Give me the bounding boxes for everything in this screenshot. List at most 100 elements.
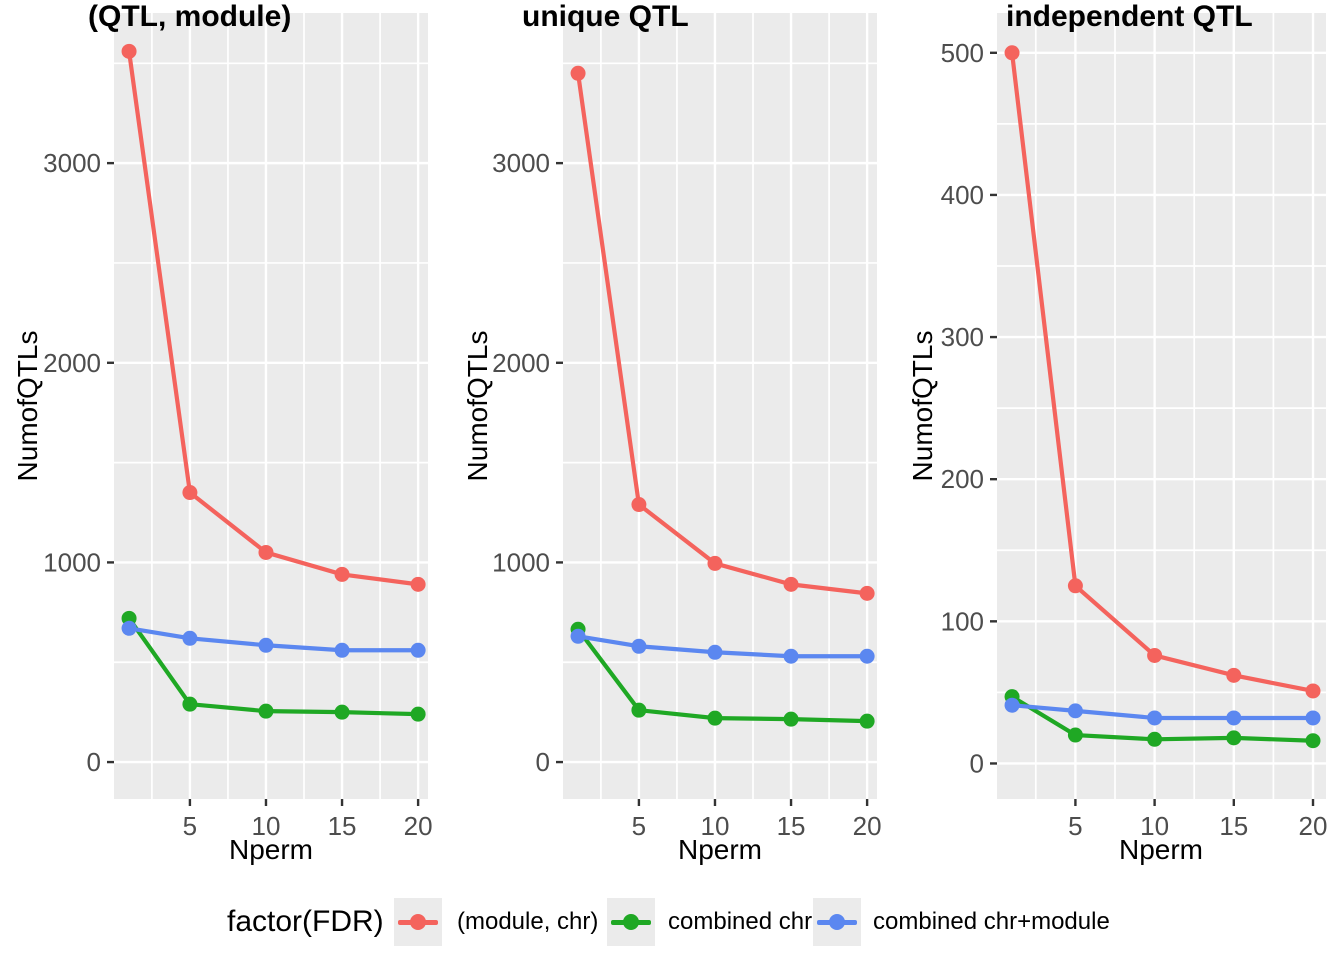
y-tick-label: 0: [970, 748, 984, 778]
data-point: [1147, 647, 1163, 663]
data-point: [334, 704, 350, 720]
data-point: [410, 706, 426, 722]
y-tick-label: 100: [941, 606, 984, 636]
y-tick-label: 0: [87, 747, 101, 777]
y-tick-label: 300: [941, 322, 984, 352]
legend-point-icon: [623, 914, 639, 930]
data-point: [182, 485, 198, 501]
x-tick-label: 5: [183, 811, 197, 841]
data-point: [783, 711, 799, 727]
data-point: [859, 648, 875, 664]
data-point: [1226, 730, 1242, 746]
y-tick-label: 200: [941, 464, 984, 494]
panel-2-x-axis-title: Nperm: [677, 834, 763, 865]
data-point: [570, 65, 586, 81]
panel-2-plot: 5 10 15 20 0 1000 2000 3000: [492, 13, 882, 841]
y-tick-label: 3000: [492, 148, 550, 178]
data-point: [121, 620, 137, 636]
gridlines: [114, 13, 428, 799]
legend-key-combined-chr-module: [813, 898, 861, 946]
y-tick-label: 1000: [492, 547, 550, 577]
panel-3-y-axis-title: NumofQTLs: [907, 330, 938, 482]
axis-ticks: 5 10 15 20 0 1000 2000 3000: [492, 148, 881, 841]
panel-3-title: independent QTL: [1006, 0, 1253, 33]
y-tick-label: 2000: [43, 348, 101, 378]
panel-2-title: unique QTL: [522, 0, 689, 33]
y-tick-label: 3000: [43, 148, 101, 178]
y-tick-label: 1000: [43, 547, 101, 577]
panel-1-plot: 5 10 15 20 0 1000 2000 3000: [43, 13, 433, 841]
data-point: [707, 644, 723, 660]
y-tick-label: 2000: [492, 348, 550, 378]
data-point: [258, 544, 274, 560]
data-point: [631, 702, 647, 718]
data-point: [1226, 667, 1242, 683]
data-point: [182, 696, 198, 712]
x-tick-label: 10: [252, 811, 281, 841]
panel-background: [997, 13, 1326, 799]
data-point: [1004, 45, 1020, 61]
panel-background: [563, 13, 877, 799]
data-point: [258, 637, 274, 653]
data-point: [783, 576, 799, 592]
legend-label-combined-chr: combined chr: [668, 908, 813, 935]
data-point: [570, 628, 586, 644]
data-point: [1067, 703, 1083, 719]
data-point: [1305, 683, 1321, 699]
x-tick-label: 20: [853, 811, 882, 841]
panel-1-title: (QTL, module): [88, 0, 292, 33]
axis-ticks: 5 10 15 20 0 1000 2000 3000: [43, 148, 432, 841]
legend-key-combined-chr: [607, 898, 655, 946]
data-point: [1067, 727, 1083, 743]
x-tick-label: 10: [701, 811, 730, 841]
data-point: [410, 576, 426, 592]
data-point: [631, 638, 647, 654]
data-point: [121, 43, 137, 59]
x-tick-label: 5: [1068, 811, 1082, 841]
y-tick-label: 500: [941, 38, 984, 68]
data-point: [707, 555, 723, 571]
data-point: [182, 630, 198, 646]
data-point: [334, 566, 350, 582]
x-tick-label: 10: [1140, 811, 1169, 841]
data-point: [410, 642, 426, 658]
data-point: [1305, 733, 1321, 749]
panel-3-x-axis-title: Nperm: [1118, 834, 1204, 865]
data-point: [334, 642, 350, 658]
data-point: [1226, 710, 1242, 726]
data-point: [859, 713, 875, 729]
panel-1-y-axis-title: NumofQTLs: [12, 330, 43, 482]
x-tick-label: 15: [1219, 811, 1248, 841]
data-point: [859, 585, 875, 601]
x-tick-label: 15: [328, 811, 357, 841]
legend-point-icon: [829, 914, 845, 930]
data-point: [631, 497, 647, 513]
legend-point-icon: [410, 914, 426, 930]
x-tick-label: 20: [404, 811, 433, 841]
data-point: [258, 703, 274, 719]
series-points: [570, 65, 875, 729]
y-tick-label: 0: [536, 747, 550, 777]
data-point: [1147, 710, 1163, 726]
legend-key-module-chr: [394, 898, 442, 946]
legend-label-combined-chr-module: combined chr+module: [873, 908, 1110, 935]
data-point: [1067, 578, 1083, 594]
data-point: [1147, 731, 1163, 747]
x-tick-label: 20: [1299, 811, 1328, 841]
panel-1-x-axis-title: Nperm: [228, 834, 314, 865]
data-point: [707, 710, 723, 726]
data-point: [783, 648, 799, 664]
series-points: [121, 43, 426, 722]
legend-title: factor(FDR): [227, 905, 384, 938]
y-tick-label: 400: [941, 180, 984, 210]
panel-2-y-axis-title: NumofQTLs: [462, 330, 493, 482]
x-tick-label: 5: [632, 811, 646, 841]
series-points: [1004, 45, 1321, 749]
x-tick-label: 15: [777, 811, 806, 841]
legend-label-module-chr: (module, chr): [457, 908, 599, 935]
data-point: [1004, 697, 1020, 713]
